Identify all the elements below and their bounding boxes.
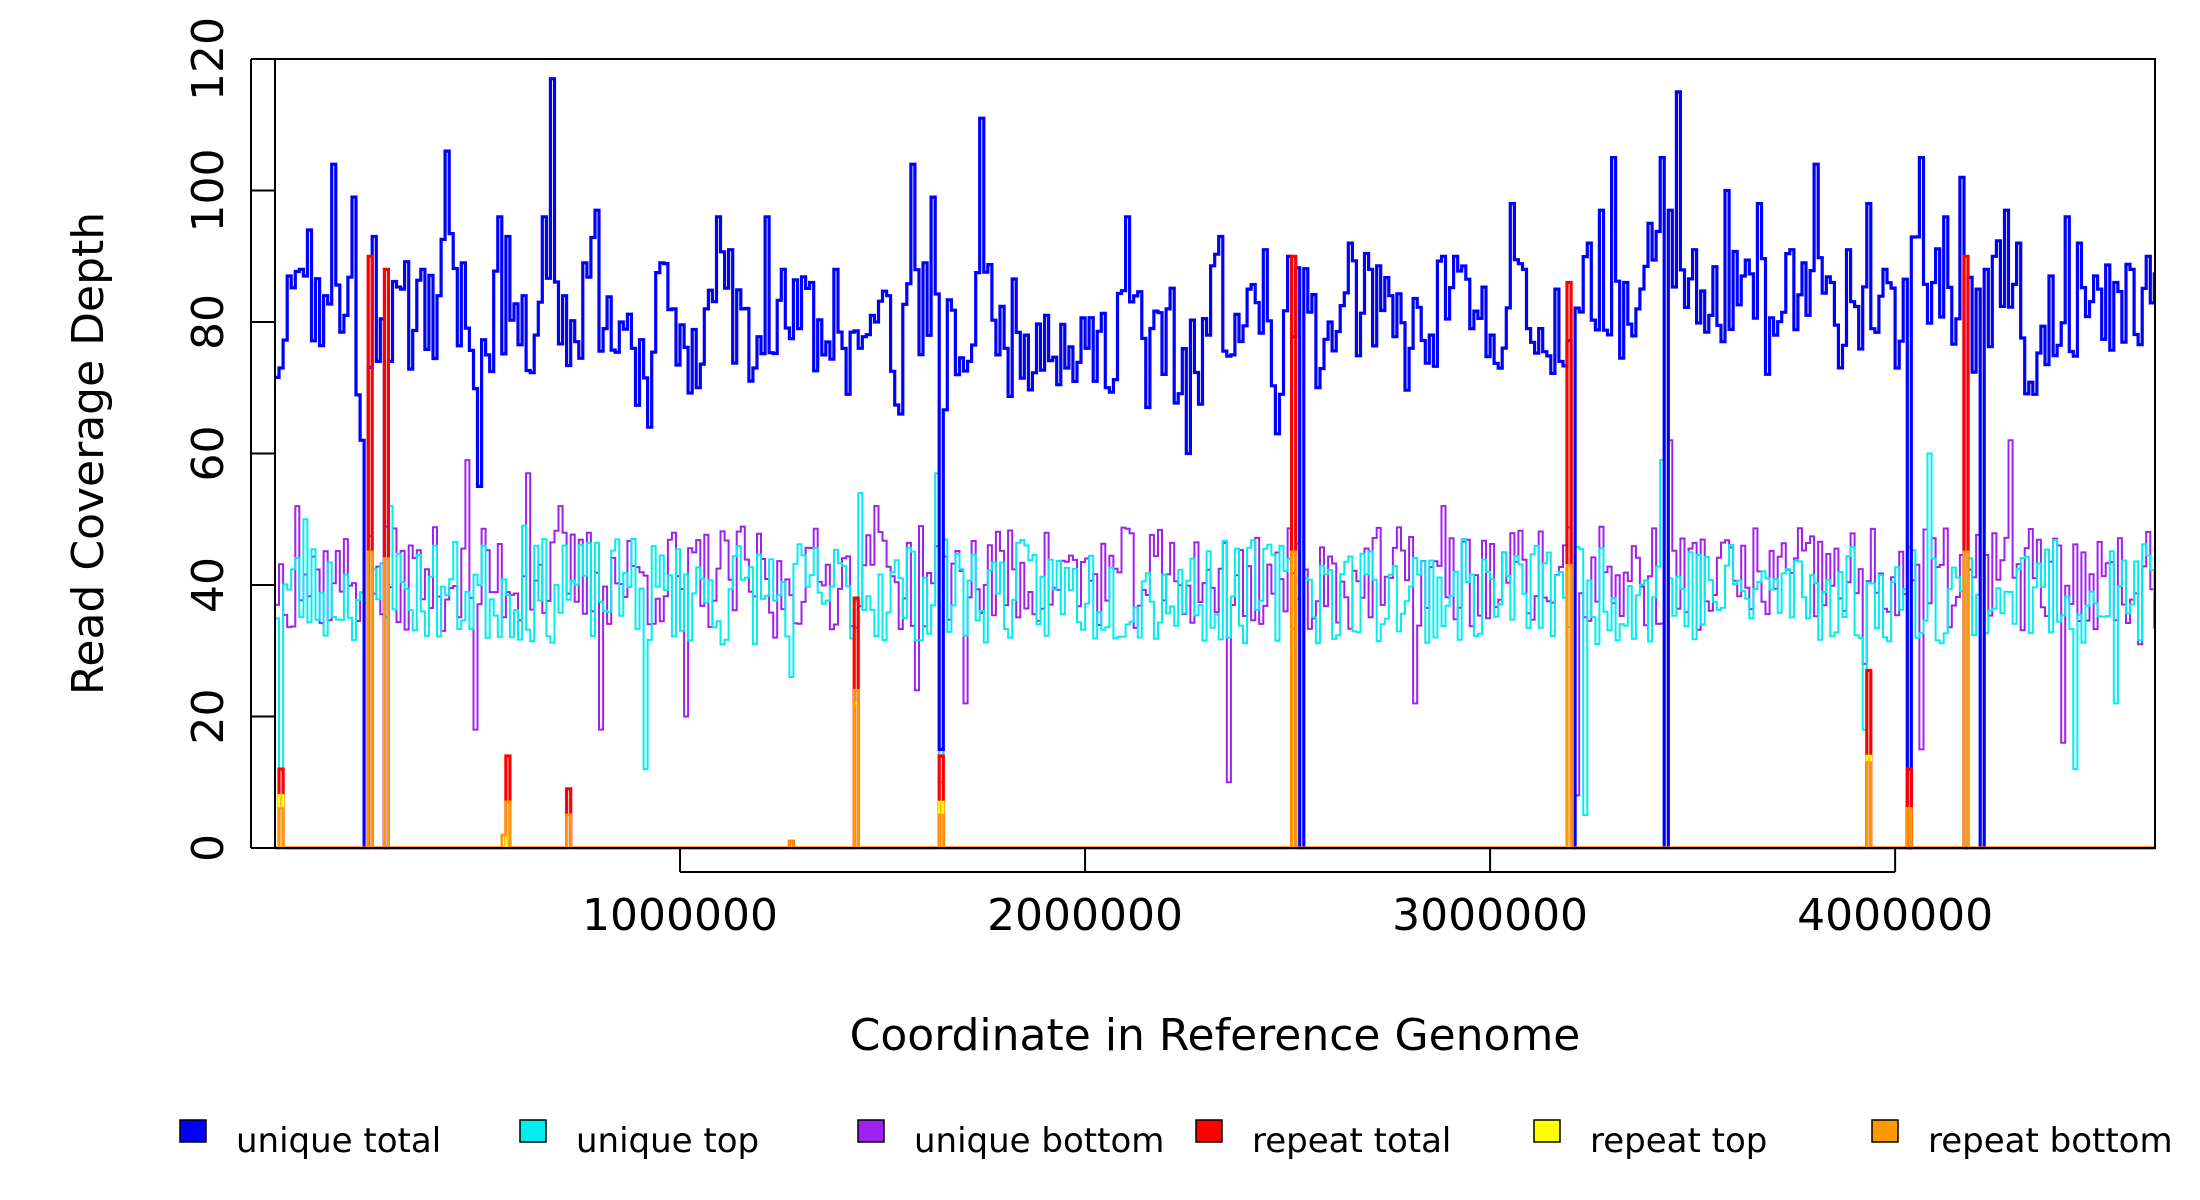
legend-swatch	[1872, 1120, 1898, 1142]
series-layer	[275, 79, 2155, 848]
series-line-unique-top	[275, 454, 2155, 849]
y-axis: 0 20 40 60 80 100 120	[183, 17, 275, 862]
x-tick-label: 2000000	[987, 890, 1183, 941]
legend-label: repeat total	[1252, 1121, 1451, 1161]
y-tick-label: 40	[183, 557, 234, 613]
plot-frame	[275, 59, 2155, 848]
x-axis: 1000000 2000000 3000000 4000000	[582, 848, 1993, 941]
x-tick-label: 4000000	[1797, 890, 1993, 941]
series-line-unique-bottom	[275, 440, 2155, 848]
x-axis-title: Coordinate in Reference Genome	[850, 1010, 1581, 1061]
series-line-unique-total	[275, 79, 2155, 848]
legend: unique total unique top unique bottom repea…	[180, 1120, 2173, 1161]
legend-swatch	[520, 1120, 546, 1142]
x-tick-label: 3000000	[1392, 890, 1588, 941]
y-tick-label: 60	[183, 426, 234, 482]
legend-swatch	[858, 1120, 884, 1142]
legend-swatch	[1196, 1120, 1222, 1142]
x-tick-label: 1000000	[582, 890, 778, 941]
y-tick-label: 80	[183, 294, 234, 350]
y-tick-label: 0	[183, 834, 234, 862]
legend-label: unique total	[236, 1121, 441, 1161]
legend-label: unique top	[576, 1121, 759, 1161]
legend-label: unique bottom	[914, 1121, 1164, 1161]
legend-label: repeat bottom	[1928, 1121, 2173, 1161]
y-tick-label: 100	[183, 149, 234, 233]
y-axis-title: Read Coverage Depth	[63, 212, 114, 695]
legend-swatch	[180, 1120, 206, 1142]
legend-label: repeat top	[1590, 1121, 1767, 1161]
y-tick-label: 120	[183, 17, 234, 101]
y-tick-label: 20	[183, 689, 234, 745]
legend-swatch	[1534, 1120, 1560, 1142]
